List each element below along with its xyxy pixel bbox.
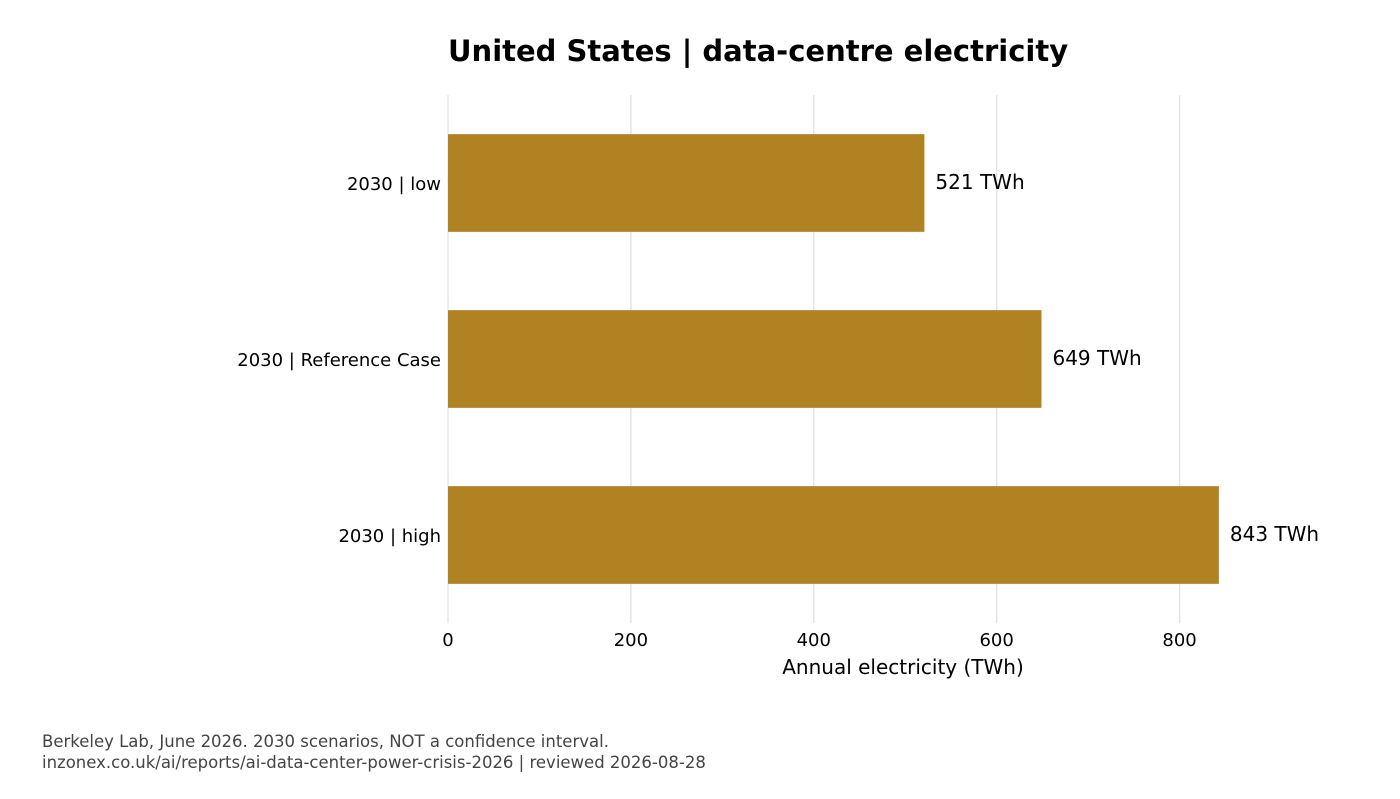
x-axis-title: Annual electricity (TWh)	[782, 655, 1024, 679]
category-label-3: 2030 | high	[338, 526, 441, 547]
x-tick-label-600: 600	[979, 630, 1013, 651]
bars	[448, 134, 1219, 584]
x-tick-label-0: 0	[442, 630, 453, 651]
x-tick-labels: 0 200 400 600 800	[442, 630, 1196, 651]
x-tick-label-200: 200	[614, 630, 648, 651]
value-label-2: 649 TWh	[1052, 346, 1141, 370]
x-tick-label-800: 800	[1162, 630, 1196, 651]
bar-3	[448, 486, 1219, 584]
bar-2	[448, 310, 1042, 408]
bar-1	[448, 134, 925, 232]
category-label-2: 2030 | Reference Case	[237, 350, 441, 371]
category-labels: 2030 | low 2030 | Reference Case 2030 | hi…	[237, 174, 441, 547]
category-label-1: 2030 | low	[347, 174, 441, 195]
value-label-1: 521 TWh	[935, 170, 1024, 194]
x-tick-label-400: 400	[797, 630, 831, 651]
source-link: inzonex.co.uk/ai/reports/ai-data-center-…	[42, 753, 706, 772]
chart-title: United States | data-centre electricity	[448, 34, 1068, 68]
source-note: Berkeley Lab, June 2026. 2030 scenarios,…	[42, 732, 609, 751]
value-labels: 521 TWh 649 TWh 843 TWh	[935, 170, 1319, 546]
value-label-3: 843 TWh	[1230, 522, 1319, 546]
chart-footer: Berkeley Lab, June 2026. 2030 scenarios,…	[42, 731, 706, 773]
